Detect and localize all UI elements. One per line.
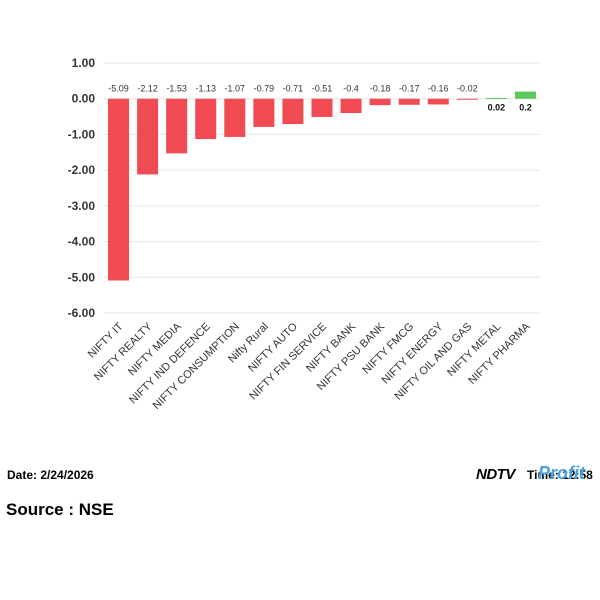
- data-labels: -5.09 -2.12 -1.53 -1.13 -1.07 -0.79 -0.71 -0.51…: [108, 84, 531, 113]
- y-tick-label: -3.00: [68, 199, 96, 213]
- data-label: 0.2: [519, 103, 532, 113]
- bar: [485, 98, 507, 99]
- data-label: -0.51: [312, 84, 333, 94]
- bar: [282, 98, 304, 125]
- bar: [514, 91, 536, 99]
- bar: [224, 98, 246, 137]
- bar: [108, 98, 130, 281]
- bar: [398, 98, 420, 105]
- bar: [340, 98, 362, 113]
- data-label: -2.12: [137, 84, 158, 94]
- data-label: -1.13: [195, 84, 216, 94]
- data-label: 0.02: [488, 103, 506, 113]
- bar: [253, 98, 275, 127]
- data-label: -5.09: [108, 84, 129, 94]
- data-label: -0.71: [283, 84, 304, 94]
- y-tick-label: -2.00: [68, 163, 96, 177]
- data-label: -0.18: [370, 84, 391, 94]
- brand-logo-ndtv: NDTV: [476, 466, 515, 483]
- data-label: -0.4: [343, 84, 359, 94]
- data-label: -0.02: [457, 84, 478, 94]
- bars: [108, 91, 536, 281]
- bar: [137, 98, 159, 175]
- data-label: -1.07: [225, 84, 246, 94]
- data-label: -0.16: [428, 84, 449, 94]
- bar: [195, 98, 217, 140]
- footer-time: Time: 12:58: [527, 468, 593, 482]
- y-tick-label: 0.00: [72, 92, 96, 106]
- y-tick-label: -4.00: [68, 235, 96, 249]
- bar: [311, 98, 333, 117]
- data-label: -0.79: [254, 84, 275, 94]
- bar-chart: 1.00 0.00 -1.00 -2.00 -3.00 -4.00 -5.00 -6.00 -…: [68, 56, 540, 412]
- data-label: -1.53: [166, 84, 187, 94]
- y-tick-label: -6.00: [68, 306, 96, 320]
- y-tick-label: -1.00: [68, 127, 96, 141]
- footer-source: Source : NSE: [6, 500, 114, 519]
- bar: [456, 98, 478, 100]
- bar: [166, 98, 188, 154]
- y-axis-ticks: 1.00 0.00 -1.00 -2.00 -3.00 -4.00 -5.00 -6.00: [68, 56, 96, 320]
- brand-logo-profit: Profit: [538, 463, 585, 483]
- footer-date: Date: 2/24/2026: [7, 468, 94, 482]
- data-label: -0.17: [399, 84, 420, 94]
- bar: [427, 98, 449, 105]
- y-tick-label: 1.00: [72, 56, 96, 70]
- y-tick-label: -5.00: [68, 270, 96, 284]
- bar: [369, 98, 391, 106]
